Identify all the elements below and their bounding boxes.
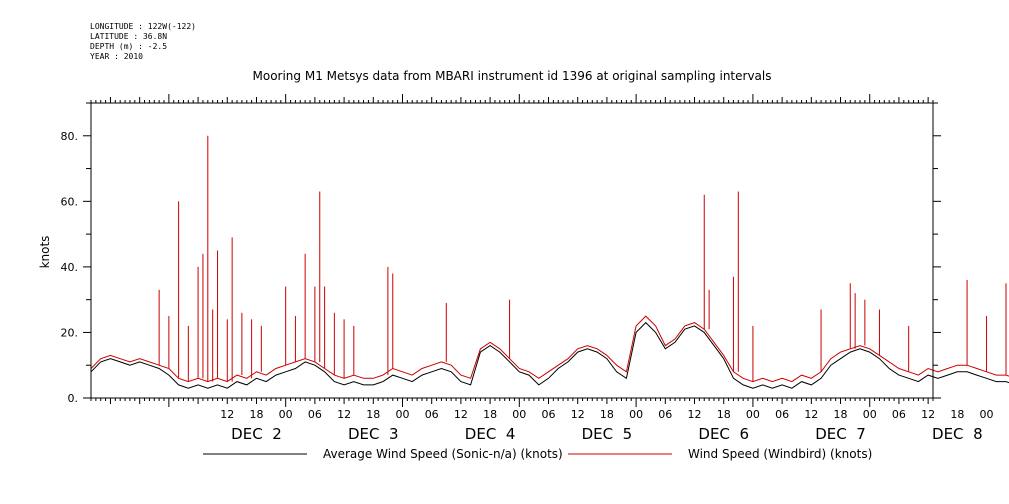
x-day-label: DEC 2 bbox=[231, 425, 282, 443]
x-tick-label: 00 bbox=[279, 408, 293, 421]
x-tick-label: 18 bbox=[717, 408, 731, 421]
meta-depth: DEPTH (m) : -2.5 bbox=[90, 42, 168, 51]
x-tick-label: 00 bbox=[395, 408, 409, 421]
axes: 0. 20. 40. 60. 80. 12 18 00 06 12 18 00 06 12 18 00 06 12… bbox=[61, 94, 1009, 443]
x-tick-label: 12 bbox=[688, 408, 702, 421]
x-tick-label: 18 bbox=[366, 408, 380, 421]
x-tick-label: 06 bbox=[308, 408, 322, 421]
x-tick-label: 18 bbox=[834, 408, 848, 421]
y-tick-label: 20. bbox=[61, 326, 79, 339]
plot-area bbox=[90, 135, 1009, 389]
x-tick-label: 12 bbox=[337, 408, 351, 421]
x-tick-label: 00 bbox=[746, 408, 760, 421]
x-day-label: DEC 4 bbox=[465, 425, 516, 443]
legend: Average Wind Speed (Sonic-n/a) (knots) W… bbox=[203, 447, 872, 461]
x-tick-label: 06 bbox=[658, 408, 672, 421]
x-day-label: DEC 3 bbox=[348, 425, 399, 443]
x-tick-label: 12 bbox=[921, 408, 935, 421]
x-tick-label: 12 bbox=[571, 408, 585, 421]
metadata-block: LONGITUDE : 122W(-122) LATITUDE : 36.8N … bbox=[90, 22, 196, 62]
y-tick-label: 0. bbox=[68, 392, 79, 405]
x-tick-label: 18 bbox=[249, 408, 263, 421]
x-tick-label: 18 bbox=[950, 408, 964, 421]
meta-longitude: LONGITUDE : 122W(-122) bbox=[90, 22, 196, 31]
series-line-windbird bbox=[90, 315, 1009, 383]
x-day-label: DEC 8 bbox=[932, 425, 983, 443]
x-tick-label: 06 bbox=[892, 408, 906, 421]
x-tick-label: 06 bbox=[775, 408, 789, 421]
meta-year: YEAR : 2010 bbox=[90, 52, 143, 61]
x-tick-label: 12 bbox=[804, 408, 818, 421]
y-tick-label: 60. bbox=[61, 195, 79, 208]
x-tick-label: 06 bbox=[425, 408, 439, 421]
plot-frame bbox=[90, 102, 934, 399]
x-tick-label: 18 bbox=[600, 408, 614, 421]
x-tick-label: 12 bbox=[220, 408, 234, 421]
y-axis-label: knots bbox=[38, 236, 52, 269]
y-tick-label: 80. bbox=[61, 130, 79, 143]
x-tick-label: 12 bbox=[454, 408, 468, 421]
x-tick-label: 18 bbox=[483, 408, 497, 421]
meta-latitude: LATITUDE : 36.8N bbox=[90, 32, 168, 41]
x-tick-label: 00 bbox=[980, 408, 994, 421]
chart-title: Mooring M1 Metsys data from MBARI instru… bbox=[253, 69, 772, 83]
x-tick-label: 00 bbox=[512, 408, 526, 421]
x-tick-label: 00 bbox=[863, 408, 877, 421]
x-tick-label: 00 bbox=[629, 408, 643, 421]
legend-label-windbird: Wind Speed (Windbird) (knots) bbox=[688, 447, 872, 461]
legend-label-average-wind: Average Wind Speed (Sonic-n/a) (knots) bbox=[323, 447, 563, 461]
x-day-label: DEC 7 bbox=[815, 425, 866, 443]
x-day-label: DEC 6 bbox=[698, 425, 749, 443]
x-tick-label: 06 bbox=[542, 408, 556, 421]
series-line-average-wind bbox=[90, 321, 1009, 389]
y-tick-label: 40. bbox=[61, 261, 79, 274]
x-day-label: DEC 5 bbox=[582, 425, 633, 443]
